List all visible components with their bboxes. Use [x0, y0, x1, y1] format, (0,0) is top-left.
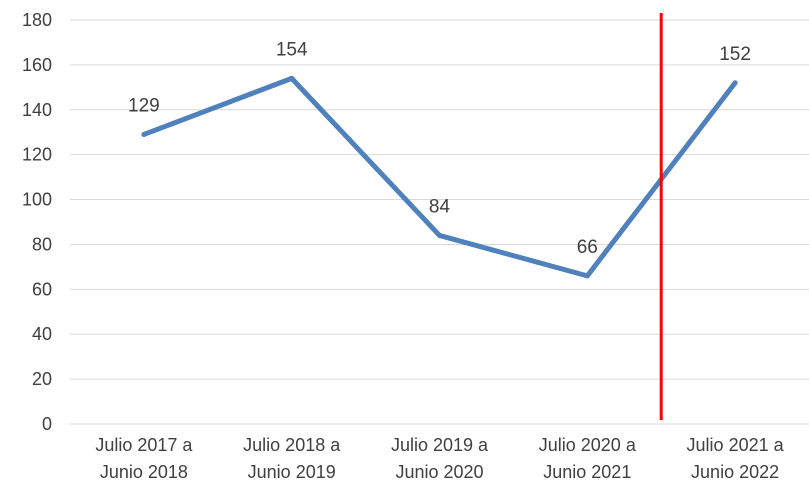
x-category-label-line: Julio 2020 a — [539, 435, 637, 455]
x-category-label-5: Julio 2021 a Junio 2022 — [687, 435, 785, 482]
series-layer — [141, 75, 738, 279]
x-axis-category-labels: Julio 2017 a Junio 2018 Julio 2018 a Junio … — [95, 435, 784, 482]
data-label-5: 152 — [719, 44, 751, 65]
data-label-1: 129 — [128, 95, 160, 116]
data-point-2 — [289, 75, 295, 81]
y-tick-label-40: 40 — [32, 324, 52, 344]
y-axis-tick-labels: 0 20 40 60 80 100 120 140 160 180 — [22, 10, 52, 434]
x-category-label-line: Junio 2019 — [248, 462, 336, 482]
x-category-label-4: Julio 2020 a Junio 2021 — [539, 435, 637, 482]
x-category-label-3: Julio 2019 a Junio 2020 — [391, 435, 489, 482]
y-tick-label-60: 60 — [32, 279, 52, 299]
y-tick-label-20: 20 — [32, 369, 52, 389]
series-line-1 — [141, 75, 738, 279]
data-point-4 — [584, 273, 590, 279]
y-tick-label-0: 0 — [42, 414, 52, 434]
x-category-label-line: Julio 2018 a — [243, 435, 341, 455]
x-category-label-line: Junio 2021 — [543, 462, 631, 482]
x-category-label-line: Junio 2022 — [691, 462, 779, 482]
data-label-2: 154 — [276, 39, 308, 60]
x-category-label-line: Julio 2021 a — [687, 435, 785, 455]
data-point-1 — [141, 131, 147, 137]
data-labels: 129 154 84 66 152 — [128, 39, 751, 258]
y-tick-label-100: 100 — [22, 190, 52, 210]
x-category-label-line: Julio 2017 a — [95, 435, 193, 455]
x-category-label-line: Julio 2019 a — [391, 435, 489, 455]
data-label-4: 66 — [577, 237, 598, 258]
y-tick-label-180: 180 — [22, 10, 52, 30]
x-category-label-1: Julio 2017 a Junio 2018 — [95, 435, 193, 482]
y-tick-label-160: 160 — [22, 55, 52, 75]
data-label-3: 84 — [429, 196, 451, 217]
x-category-label-2: Julio 2018 a Junio 2019 — [243, 435, 341, 482]
gridlines — [70, 19, 809, 425]
data-point-5 — [732, 80, 738, 86]
x-category-label-line: Junio 2020 — [395, 462, 483, 482]
y-tick-label-140: 140 — [22, 100, 52, 120]
y-tick-label-120: 120 — [22, 145, 52, 165]
x-category-label-line: Junio 2018 — [100, 462, 188, 482]
y-tick-label-80: 80 — [32, 234, 52, 254]
data-point-3 — [437, 232, 442, 238]
